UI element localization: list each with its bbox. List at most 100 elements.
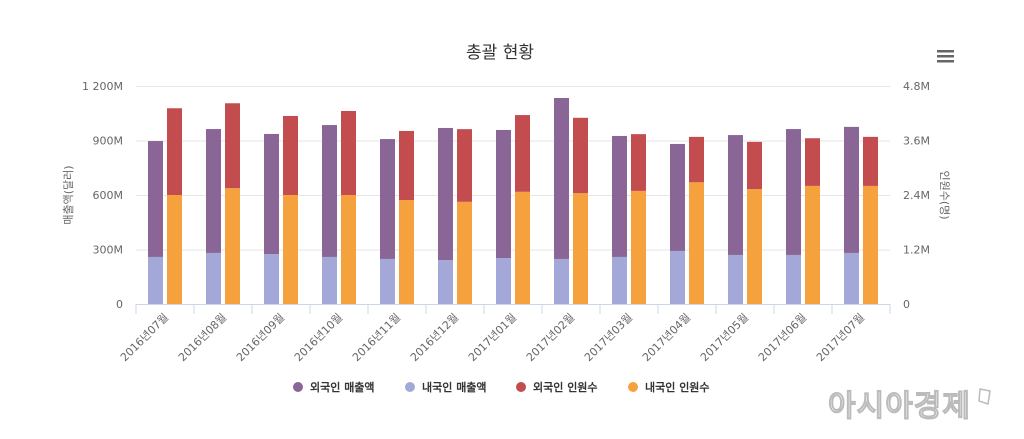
legend-item[interactable]: 내국인 인원수 — [628, 380, 710, 394]
bar-foreign-revenue — [844, 126, 859, 253]
x-axis-ticks — [135, 304, 891, 314]
bar-domestic-revenue — [496, 258, 511, 304]
legend-marker-icon — [516, 382, 526, 392]
bar-domestic-revenue — [728, 254, 743, 304]
bar-foreign-people — [283, 115, 298, 195]
bar-domestic-people — [515, 191, 530, 304]
bar-domestic-revenue — [786, 254, 801, 304]
bar-foreign-people — [399, 130, 414, 200]
bar-foreign-people — [863, 136, 878, 186]
bar-foreign-people — [341, 110, 356, 195]
hamburger-menu-icon[interactable] — [937, 50, 954, 63]
right-axis-title: 인원수(명) — [938, 170, 951, 219]
right-axis-ticks: 0 1.2M 2.4M 3.6M 4.8M — [903, 80, 930, 311]
bar-domestic-people — [399, 199, 414, 304]
bar-foreign-revenue — [264, 133, 279, 255]
bar-domestic-revenue — [264, 254, 279, 304]
bar-foreign-people — [515, 115, 530, 192]
bar-foreign-revenue — [206, 129, 221, 253]
legend-item[interactable]: 외국인 인원수 — [516, 380, 598, 394]
bars — [148, 97, 878, 304]
bar-foreign-people — [805, 138, 820, 186]
bar-domestic-revenue — [554, 258, 569, 304]
x-tick-label: 2016년10월 — [292, 311, 345, 364]
left-tick-label: 0 — [116, 298, 123, 311]
legend-label: 외국인 매출액 — [310, 380, 375, 394]
bar-domestic-people — [631, 190, 646, 304]
bar-domestic-people — [863, 185, 878, 304]
right-tick-label: 0 — [903, 298, 910, 311]
x-tick-label: 2016년08월 — [176, 311, 229, 364]
left-axis-ticks: 0 300M 600M 900M 1 200M — [82, 80, 123, 311]
bar-foreign-people — [573, 117, 588, 194]
x-tick-label: 2016년09월 — [234, 311, 287, 364]
bar-domestic-revenue — [322, 256, 337, 304]
watermark-logo-icon — [978, 388, 991, 405]
x-tick-label: 2017년01월 — [466, 311, 519, 364]
bar-domestic-revenue — [438, 260, 453, 304]
legend: 외국인 매출액 내국인 매출액 외국인 인원수 내국인 인원수 — [293, 380, 710, 394]
gridlines — [136, 86, 890, 251]
legend-marker-icon — [293, 382, 303, 392]
bar-domestic-people — [747, 189, 762, 304]
legend-label: 내국인 매출액 — [422, 380, 487, 394]
bar-foreign-people — [689, 136, 704, 183]
bar-foreign-revenue — [322, 125, 337, 257]
bar-foreign-revenue — [380, 139, 395, 259]
legend-item[interactable]: 내국인 매출액 — [405, 380, 487, 394]
bar-domestic-people — [167, 195, 182, 304]
bar-foreign-revenue — [438, 127, 453, 261]
left-tick-label: 600M — [93, 189, 124, 202]
watermark-text: 아시아경제 — [828, 389, 971, 424]
bar-foreign-revenue — [554, 97, 569, 259]
bar-domestic-revenue — [670, 250, 685, 304]
bar-foreign-people — [225, 103, 240, 189]
bar-foreign-revenue — [148, 141, 163, 257]
bar-domestic-revenue — [612, 256, 627, 304]
bar-foreign-revenue — [728, 135, 743, 255]
x-tick-label: 2016년12월 — [408, 311, 461, 364]
bar-domestic-revenue — [206, 252, 221, 304]
left-axis-title: 매출액(달러) — [62, 165, 75, 224]
bar-foreign-revenue — [786, 129, 801, 255]
legend-label: 외국인 인원수 — [533, 380, 598, 394]
x-tick-label: 2016년11월 — [350, 311, 403, 364]
bar-domestic-revenue — [148, 256, 163, 304]
x-tick-label: 2017년07월 — [814, 311, 867, 364]
chart-title: 총괄 현황 — [466, 43, 534, 63]
left-tick-label: 1 200M — [82, 80, 123, 93]
right-tick-label: 3.6M — [903, 135, 930, 148]
x-axis-labels: 2016년07월 2016년08월 2016년09월 2016년10월 2016년11월… — [118, 311, 867, 364]
bar-domestic-people — [225, 188, 240, 304]
right-tick-label: 4.8M — [903, 80, 930, 93]
bar-domestic-people — [457, 201, 472, 304]
x-tick-label: 2017년06월 — [756, 311, 809, 364]
x-tick-label: 2016년07월 — [118, 311, 171, 364]
bar-foreign-revenue — [496, 129, 511, 259]
bar-foreign-people — [457, 129, 472, 202]
right-tick-label: 1.2M — [903, 244, 930, 257]
left-tick-label: 300M — [93, 244, 124, 257]
legend-marker-icon — [405, 382, 415, 392]
legend-item[interactable]: 외국인 매출액 — [293, 380, 375, 394]
bar-foreign-people — [747, 141, 762, 190]
bar-foreign-people — [631, 134, 646, 191]
bar-domestic-revenue — [844, 252, 859, 304]
bar-domestic-people — [573, 193, 588, 304]
x-tick-label: 2017년03월 — [582, 311, 635, 364]
bar-domestic-people — [283, 195, 298, 304]
bar-domestic-people — [341, 195, 356, 304]
watermark: 아시아경제 — [828, 388, 991, 425]
legend-label: 내국인 인원수 — [645, 380, 710, 394]
right-tick-label: 2.4M — [903, 189, 930, 202]
bar-domestic-people — [805, 185, 820, 304]
bar-foreign-people — [167, 108, 182, 195]
x-tick-label: 2017년05월 — [698, 311, 751, 364]
bar-foreign-revenue — [670, 143, 685, 251]
left-tick-label: 900M — [93, 135, 124, 148]
bar-foreign-revenue — [612, 135, 627, 257]
bar-domestic-revenue — [380, 258, 395, 304]
x-tick-label: 2017년04월 — [640, 311, 693, 364]
legend-marker-icon — [628, 382, 638, 392]
